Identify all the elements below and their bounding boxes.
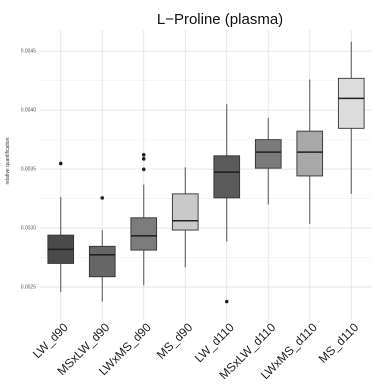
box-MSxLW_d110 [254, 117, 282, 205]
box-LW_d110 [213, 104, 241, 304]
y-axis-label: relative quantification [5, 137, 11, 184]
box-MSxLW_d90 [88, 196, 116, 302]
outlier-point [141, 153, 146, 157]
boxes [47, 41, 365, 304]
box-iqr [213, 155, 241, 199]
chart-title: L−Proline (plasma) [157, 11, 283, 28]
y-tick-label: 0.0030 [21, 226, 37, 232]
y-tick-label: 0.0040 [21, 108, 37, 114]
box-LWxMS_d110 [296, 79, 324, 225]
box-iqr [130, 217, 158, 251]
y-axis-ticks: 0.0025 0.0030 0.0035 0.0040 0.0045 [21, 49, 37, 291]
box-LWxMS_d90 [130, 153, 158, 286]
outlier-point [141, 157, 146, 161]
box-iqr [337, 77, 365, 129]
outlier-point [224, 299, 229, 304]
box-LW_d90 [47, 161, 75, 293]
y-tick-label: 0.0045 [21, 49, 37, 55]
box-iqr [296, 130, 324, 177]
box-iqr [88, 245, 116, 278]
y-tick-label: 0.0035 [21, 167, 37, 173]
box-iqr [254, 139, 282, 169]
outlier-point [100, 196, 105, 200]
outlier-point [58, 161, 63, 166]
box-MS_d110 [337, 41, 365, 194]
box-MS_d90 [171, 167, 199, 268]
box-iqr [171, 193, 199, 231]
outlier-point [141, 167, 146, 172]
y-tick-label: 0.0025 [21, 284, 37, 290]
